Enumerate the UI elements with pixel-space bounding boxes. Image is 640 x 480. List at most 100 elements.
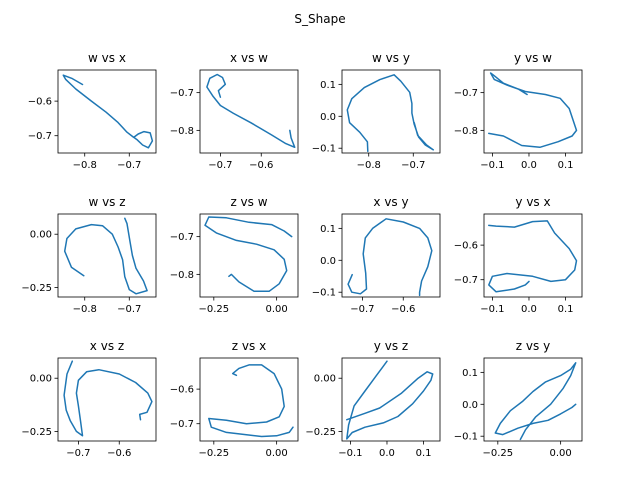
x-tick-label: −0.7 xyxy=(117,304,141,315)
subplot-grid: w vs x −0.8 −0.7 −0.6 −0.7 x vs w −0.7 −0.6 −0.7… xyxy=(21,51,583,459)
axes-frame xyxy=(199,69,299,154)
subplot: w vs z −0.8 −0.7 0.00 −0.25 xyxy=(21,195,157,315)
axes-frame xyxy=(199,357,299,442)
y-tick-label: 0.0 xyxy=(320,256,336,267)
y-tick-label: 0.0 xyxy=(462,400,478,411)
x-tick-label: −0.25 xyxy=(482,448,513,459)
x-tick-label: −0.7 xyxy=(117,160,141,171)
series-line xyxy=(208,364,294,438)
axes-frame xyxy=(483,69,583,154)
subplot: x vs y −0.7 −0.6 0.1 0.0 −0.1 xyxy=(312,195,441,315)
axes-frame xyxy=(57,357,157,442)
subplot-title: z vs y xyxy=(516,339,550,353)
axes-frame xyxy=(341,357,441,442)
x-tick-label: 0.1 xyxy=(416,448,432,459)
y-tick-label: −0.7 xyxy=(454,88,478,99)
y-tick-label: 0.00 xyxy=(30,374,52,385)
subplot-title: y vs x xyxy=(515,195,550,209)
y-tick-label: −0.8 xyxy=(454,126,478,137)
subplot: x vs z −0.7 −0.6 0.00 −0.25 xyxy=(21,339,157,459)
x-tick-label: 0.1 xyxy=(558,304,574,315)
series-line xyxy=(206,73,296,149)
x-tick-label: −0.8 xyxy=(357,160,381,171)
axes-frame xyxy=(57,213,157,298)
x-tick-label: 0.0 xyxy=(521,304,537,315)
subplot-title: w vs y xyxy=(372,51,410,65)
y-tick-label: 0.1 xyxy=(320,224,336,235)
subplot: y vs x −0.1 0.0 0.1 −0.6 −0.7 xyxy=(454,195,583,315)
x-tick-label: 0.0 xyxy=(379,448,395,459)
y-tick-label: −0.6 xyxy=(454,241,478,252)
x-tick-label: −0.25 xyxy=(198,304,229,315)
series-line xyxy=(488,220,578,293)
x-tick-label: 0.1 xyxy=(558,160,574,171)
series-line xyxy=(494,362,577,441)
x-tick-label: −0.7 xyxy=(208,160,232,171)
y-tick-label: −0.8 xyxy=(170,126,194,137)
axes-frame xyxy=(199,213,299,298)
subplot: x vs w −0.7 −0.6 −0.7 −0.8 xyxy=(170,51,299,171)
x-tick-label: 0.00 xyxy=(266,448,288,459)
axes-frame xyxy=(483,357,583,442)
y-tick-label: −0.7 xyxy=(170,232,194,243)
x-tick-label: −0.1 xyxy=(480,304,504,315)
subplot-title: z vs x xyxy=(232,339,266,353)
subplot: w vs x −0.8 −0.7 −0.6 −0.7 xyxy=(28,51,157,171)
x-tick-label: 0.0 xyxy=(521,160,537,171)
subplot-title: x vs y xyxy=(373,195,408,209)
x-tick-label: −0.8 xyxy=(73,304,97,315)
x-tick-label: −0.7 xyxy=(350,304,374,315)
y-tick-label: 0.1 xyxy=(462,368,478,379)
y-tick-label: 0.1 xyxy=(320,80,336,91)
x-tick-label: −0.1 xyxy=(338,448,362,459)
y-tick-label: −0.25 xyxy=(21,283,52,294)
series-line xyxy=(346,74,435,153)
subplot: y vs w −0.1 0.0 0.1 −0.7 −0.8 xyxy=(454,51,583,171)
x-tick-label: −0.6 xyxy=(391,304,415,315)
y-tick-label: −0.7 xyxy=(454,275,478,286)
y-tick-label: −0.7 xyxy=(170,419,194,430)
series-line xyxy=(488,72,578,149)
x-tick-label: −0.6 xyxy=(249,160,273,171)
series-line xyxy=(346,360,434,440)
subplot-title: x vs w xyxy=(230,51,268,65)
x-tick-label: −0.1 xyxy=(480,160,504,171)
subplot: z vs x −0.25 0.00 −0.6 −0.7 xyxy=(170,339,299,459)
series-line xyxy=(347,218,433,297)
x-tick-label: −0.6 xyxy=(107,448,131,459)
subplot: z vs w −0.25 0.00 −0.7 −0.8 xyxy=(170,195,299,315)
y-tick-label: 0.00 xyxy=(314,374,336,385)
y-tick-label: −0.1 xyxy=(312,144,336,155)
y-tick-label: 0.00 xyxy=(30,230,52,241)
x-tick-label: −0.7 xyxy=(66,448,90,459)
axes-frame xyxy=(483,213,583,298)
y-tick-label: −0.7 xyxy=(28,131,52,142)
x-tick-label: −0.8 xyxy=(73,160,97,171)
y-tick-label: −0.7 xyxy=(170,88,194,99)
x-tick-label: −0.7 xyxy=(401,160,425,171)
axes-frame xyxy=(57,69,157,154)
axes-frame xyxy=(341,213,441,298)
series-line xyxy=(63,360,153,437)
y-tick-label: −0.25 xyxy=(305,427,336,438)
y-tick-label: −0.25 xyxy=(21,427,52,438)
y-tick-label: −0.1 xyxy=(454,432,478,443)
axes-frame xyxy=(341,69,441,154)
subplot-title: y vs w xyxy=(514,51,552,65)
y-tick-label: 0.0 xyxy=(320,112,336,123)
y-tick-label: −0.1 xyxy=(312,288,336,299)
subplot-title: y vs z xyxy=(374,339,408,353)
subplot: y vs z −0.1 0.0 0.1 0.00 −0.25 xyxy=(305,339,441,459)
figure-title: S_Shape xyxy=(294,12,345,26)
y-tick-label: −0.8 xyxy=(170,270,194,281)
series-line xyxy=(63,217,148,295)
series-line xyxy=(62,74,154,149)
subplot-title: x vs z xyxy=(90,339,124,353)
subplot: w vs y −0.8 −0.7 0.1 0.0 −0.1 xyxy=(312,51,441,171)
y-tick-label: −0.6 xyxy=(170,385,194,396)
x-tick-label: −0.25 xyxy=(198,448,229,459)
series-line xyxy=(204,216,293,293)
subplot-title: w vs x xyxy=(88,51,126,65)
subplot-title: w vs z xyxy=(88,195,125,209)
